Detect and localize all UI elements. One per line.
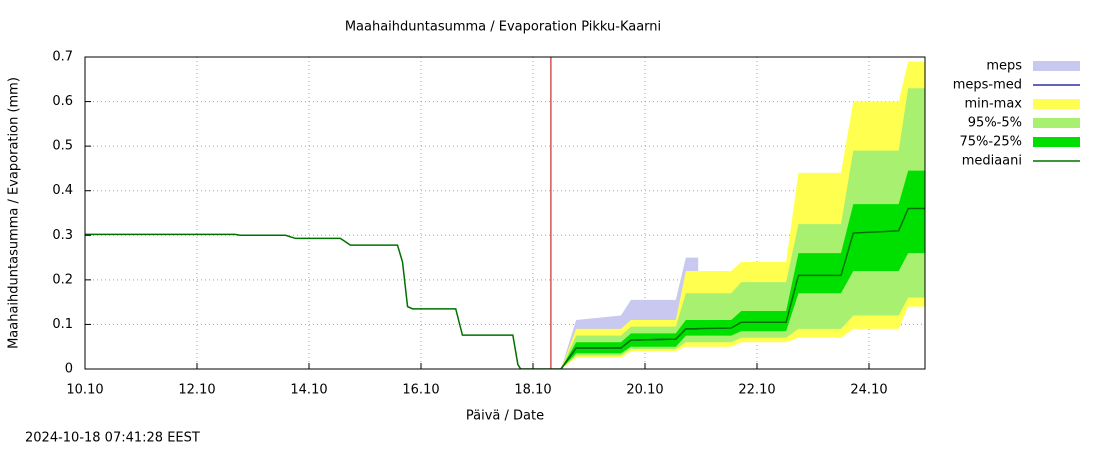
y-axis-label: Maahaihduntasumma / Evaporation (mm) [7,77,22,349]
x-tick-label: 24.10 [850,383,887,398]
legend-swatch [1033,118,1080,128]
x-tick-label: 18.10 [514,383,551,398]
legend-label: mediaani [962,154,1022,169]
x-tick-label: 10.10 [66,383,103,398]
legend-label: 75%-25% [960,135,1022,150]
plot-frame [84,56,926,370]
legend-swatch [1033,99,1080,109]
y-tick-label: 0.7 [52,50,73,65]
band [561,170,925,369]
chart-title: Maahaihduntasumma / Evaporation Pikku-Ka… [345,20,661,35]
plot-area [85,57,925,369]
x-tick-label: 16.10 [402,383,439,398]
legend-swatch [1033,61,1080,71]
x-tick-label: 20.10 [626,383,663,398]
y-tick-label: 0 [65,362,73,377]
legend-label: 95%-5% [968,116,1022,131]
legend-label: meps-med [953,78,1022,93]
y-tick-label: 0.1 [52,317,73,332]
x-axis-label: Päivä / Date [466,409,544,424]
y-tick-label: 0.6 [52,94,73,109]
x-tick-label: 14.10 [290,383,327,398]
y-tick-label: 0.4 [52,183,73,198]
y-tick-label: 0.5 [52,139,73,154]
x-tick-label: 12.10 [178,383,215,398]
y-tick-label: 0.3 [52,228,73,243]
legend-swatch [1033,137,1080,147]
x-tick-label: 22.10 [738,383,775,398]
legend-label: meps [986,59,1022,74]
band [561,88,925,369]
timestamp: 2024-10-18 07:41:28 EEST [25,431,200,446]
legend-label: min-max [964,97,1022,112]
y-tick-label: 0.2 [52,272,73,287]
line [85,207,925,369]
